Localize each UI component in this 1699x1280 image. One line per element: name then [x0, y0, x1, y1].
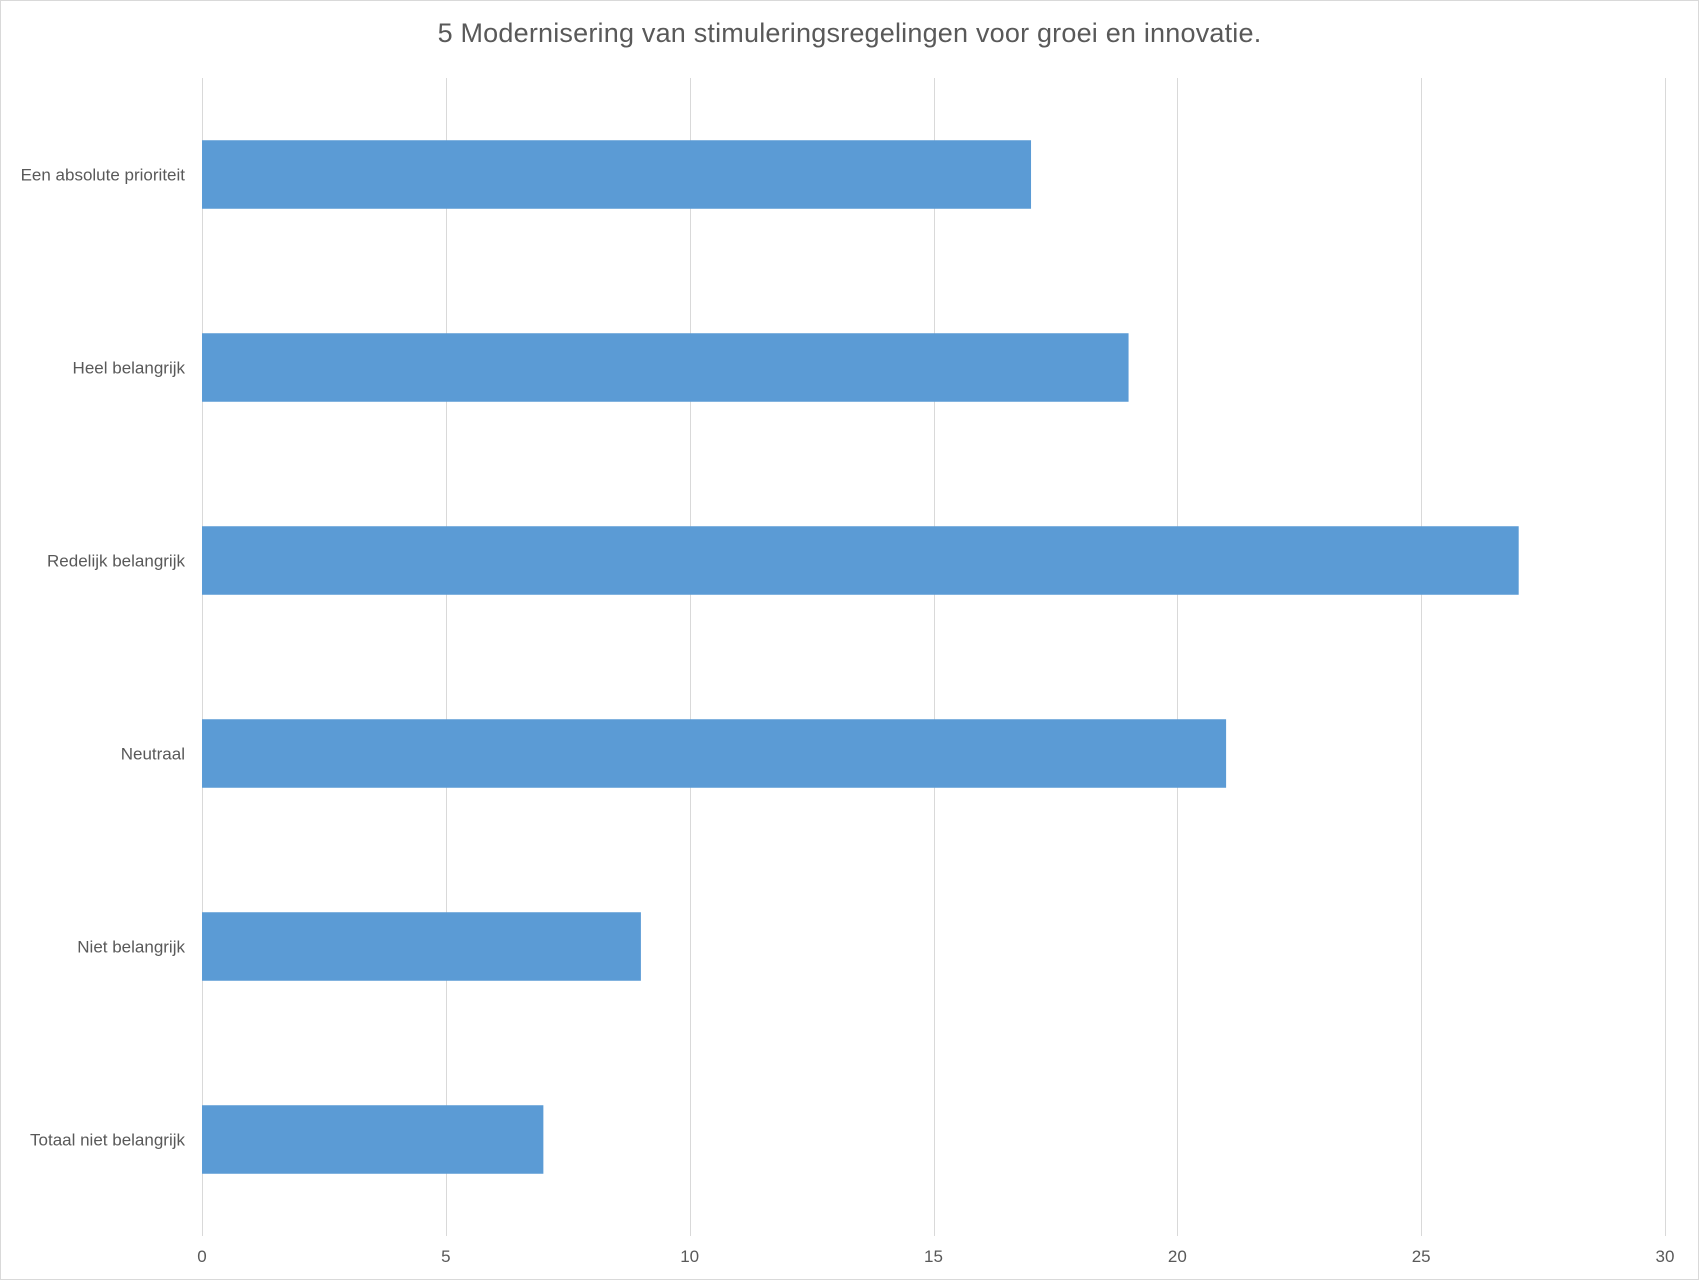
x-tick-label-20: 20 [1168, 1247, 1187, 1266]
category-label-1: Een absolute prioriteit [21, 166, 186, 185]
bar-1 [202, 140, 1032, 209]
y-axis-category-labels: Een absolute prioriteit Heel belangrijk Re… [21, 166, 186, 1150]
bar-5 [202, 912, 641, 981]
category-label-2: Heel belangrijk [73, 359, 186, 378]
x-tick-label-15: 15 [924, 1247, 943, 1266]
x-tick-label-10: 10 [680, 1247, 699, 1266]
bar-4 [202, 719, 1227, 788]
x-tick-label-30: 30 [1656, 1247, 1675, 1266]
bar-2 [202, 333, 1129, 402]
category-label-4: Neutraal [121, 745, 185, 764]
gridlines [202, 78, 1666, 1236]
bars [202, 140, 1519, 1174]
x-tick-label-0: 0 [197, 1247, 206, 1266]
x-tick-label-5: 5 [441, 1247, 450, 1266]
bar-6 [202, 1105, 544, 1174]
chart-title: 5 Modernisering van stimuleringsregeling… [437, 18, 1262, 48]
bar-3 [202, 526, 1519, 595]
category-label-6: Totaal niet belangrijk [30, 1131, 185, 1150]
x-tick-label-25: 25 [1412, 1247, 1431, 1266]
category-label-3: Redelijk belangrijk [47, 552, 185, 571]
x-axis-tick-labels: 0 5 10 15 20 25 30 [197, 1247, 1674, 1266]
category-label-5: Niet belangrijk [77, 938, 185, 957]
